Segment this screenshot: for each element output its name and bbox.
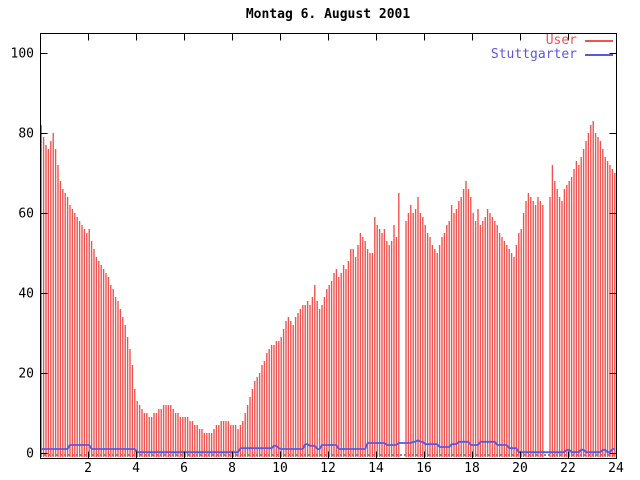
svg-text:24: 24 [608, 461, 624, 476]
svg-text:0: 0 [26, 447, 34, 462]
svg-text:12: 12 [320, 461, 336, 476]
svg-text:100: 100 [11, 47, 34, 62]
svg-text:10: 10 [272, 461, 288, 476]
chart-title: Montag 6. August 2001 [245, 7, 411, 22]
legend-line-sample-user [585, 40, 613, 42]
legend-item-stuttgarter: Stuttgarter [491, 48, 613, 62]
svg-text:40: 40 [18, 287, 34, 302]
svg-text:14: 14 [368, 461, 384, 476]
svg-text:2: 2 [84, 461, 92, 476]
svg-text:4: 4 [132, 461, 140, 476]
legend: User Stuttgarter [491, 34, 613, 62]
legend-label-user: User [545, 33, 577, 48]
legend-item-user: User [546, 34, 613, 48]
series-user-bars [40, 121, 616, 457]
svg-text:16: 16 [416, 461, 432, 476]
svg-text:22: 22 [560, 461, 576, 476]
svg-text:80: 80 [18, 127, 34, 142]
legend-line-sample-stuttgarter [585, 54, 613, 56]
legend-label-stuttgarter: Stuttgarter [490, 47, 577, 62]
svg-text:60: 60 [18, 207, 34, 222]
svg-text:8: 8 [228, 461, 236, 476]
axes [40, 33, 617, 459]
svg-text:6: 6 [180, 461, 188, 476]
svg-text:20: 20 [18, 367, 34, 382]
svg-text:20: 20 [512, 461, 528, 476]
svg-text:18: 18 [464, 461, 480, 476]
